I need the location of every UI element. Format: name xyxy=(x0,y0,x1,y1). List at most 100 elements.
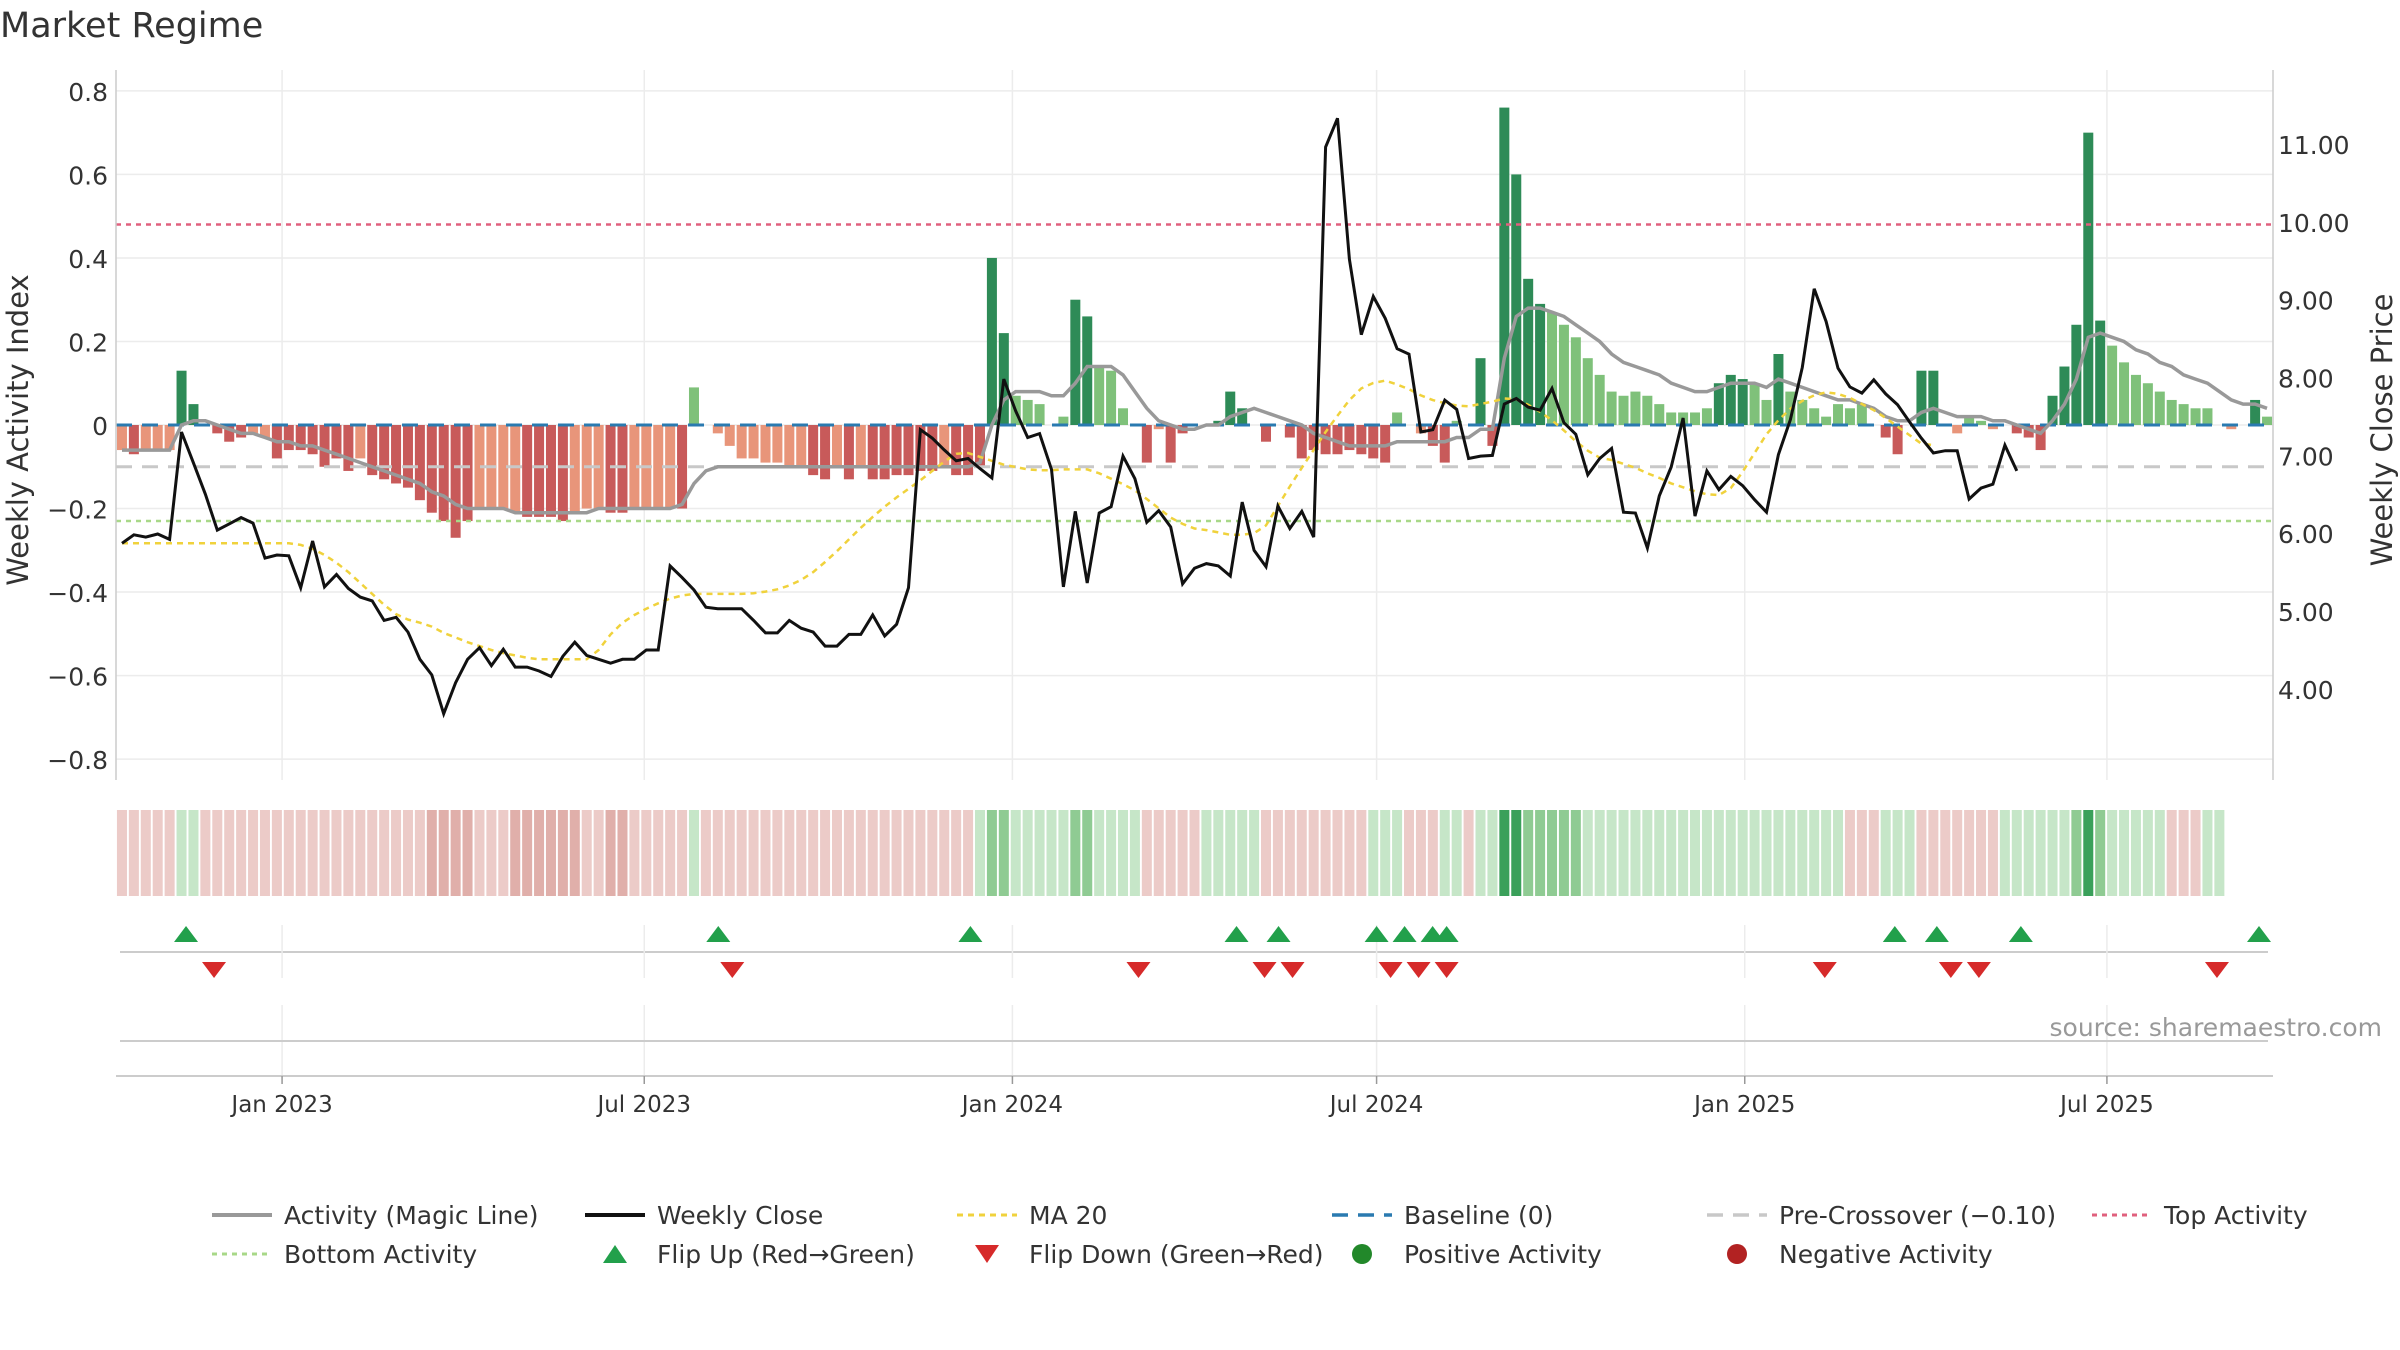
flip-up-marker xyxy=(1882,926,1907,942)
flip-down-marker xyxy=(2204,962,2229,978)
activity-bar xyxy=(2178,404,2189,425)
activity-bar xyxy=(1153,425,1164,430)
regime-cell xyxy=(915,810,926,896)
y2-tick-label: 9.00 xyxy=(2278,287,2334,316)
regime-cell xyxy=(1213,810,1224,896)
activity-bar xyxy=(605,425,616,513)
regime-cell xyxy=(236,810,247,896)
regime-cell xyxy=(617,810,628,896)
y2-tick-label: 5.00 xyxy=(2278,598,2334,627)
axes: −0.8 −0.6 −0.4 −0.2 0 0.2 0.4 0.6 0.8 4.00 5.00 6.0… xyxy=(47,70,2350,780)
regime-cell xyxy=(772,810,783,896)
legend-item-negdot: Negative Activity xyxy=(1705,1239,1993,1269)
activity-bar xyxy=(2119,362,2130,425)
regime-cell xyxy=(498,810,509,896)
regime-cell xyxy=(355,810,366,896)
activity-bar xyxy=(569,425,580,513)
legend-swatch xyxy=(2090,1200,2154,1230)
weekly-close-line xyxy=(121,117,2019,719)
activity-bar xyxy=(236,425,247,438)
regime-cell xyxy=(1940,810,1951,896)
activity-bar xyxy=(1117,408,1129,425)
regime-cell xyxy=(1523,810,1534,896)
regime-cell xyxy=(1570,810,1581,896)
activity-bar xyxy=(1594,374,1605,425)
regime-cell xyxy=(1701,810,1712,896)
activity-bar xyxy=(939,425,950,467)
regime-cell xyxy=(1022,810,1033,896)
x-tick-label: Jan 2023 xyxy=(229,1092,332,1118)
x-tick-label: Jul 2023 xyxy=(595,1092,691,1118)
regime-cell xyxy=(712,810,723,896)
y-tick-label: 0.2 xyxy=(68,328,108,357)
activity-bar xyxy=(116,425,127,451)
regime-cell xyxy=(2095,810,2106,896)
activity-bar xyxy=(1165,425,1176,463)
regime-cell xyxy=(1749,810,1760,896)
flip-up-marker xyxy=(1392,926,1417,942)
activity-bar xyxy=(2154,391,2165,425)
y2-tick-label: 4.00 xyxy=(2278,676,2334,705)
activity-bar xyxy=(128,425,139,455)
activity-bar xyxy=(2226,425,2237,430)
activity-bar xyxy=(1737,379,1748,425)
activity-bar xyxy=(414,425,425,501)
flip-up-marker xyxy=(174,926,199,942)
activity-bar xyxy=(2166,399,2177,425)
regime-cell xyxy=(2071,810,2082,896)
regime-cell xyxy=(1010,810,1021,896)
flip-down-marker xyxy=(1252,962,1277,978)
flip-up-marker xyxy=(1434,926,1459,942)
activity-bar xyxy=(724,425,735,446)
regime-cell xyxy=(1404,810,1415,896)
activity-bar xyxy=(760,425,771,463)
regime-cell xyxy=(986,810,997,896)
x-tick-label: Jan 2024 xyxy=(960,1092,1063,1118)
x-tick-label: Jan 2025 xyxy=(1692,1092,1795,1118)
activity-bar xyxy=(843,425,854,480)
regime-cell xyxy=(1833,810,1844,896)
y2-tick-label: 6.00 xyxy=(2278,520,2334,549)
x-axis: Jan 2023 Jul 2023 Jan 2024 Jul 2024 Jan 2025… xyxy=(116,1040,2273,1118)
activity-bar xyxy=(1141,425,1152,463)
legend-label: Negative Activity xyxy=(1779,1239,1993,1269)
activity-bar xyxy=(1320,425,1331,455)
regime-cell xyxy=(748,810,759,896)
activity-bar xyxy=(1606,391,1617,425)
activity-bar xyxy=(736,425,747,459)
regime-cell xyxy=(1487,810,1498,896)
legend-swatch xyxy=(955,1239,1019,1269)
activity-bar xyxy=(2095,320,2106,425)
regime-cell xyxy=(1606,810,1617,896)
activity-bar xyxy=(1296,425,1307,459)
regime-cell xyxy=(1368,810,1379,896)
regime-cell xyxy=(1976,810,1987,896)
legend-label: Bottom Activity xyxy=(284,1239,478,1269)
activity-bar xyxy=(557,425,568,522)
chart-title: Market Regime xyxy=(0,6,264,46)
activity-bar xyxy=(307,425,318,455)
regime-cell xyxy=(1844,810,1855,896)
regime-cell xyxy=(224,810,235,896)
regime-cell xyxy=(259,810,270,896)
activity-bar xyxy=(1713,383,1724,425)
activity-bar xyxy=(379,425,390,480)
regime-cell xyxy=(307,810,318,896)
regime-cell xyxy=(2011,810,2022,896)
regime-cell xyxy=(414,810,425,896)
regime-cell xyxy=(2214,810,2225,896)
regime-cell xyxy=(1415,810,1426,896)
x-tick-label: Jul 2024 xyxy=(1328,1092,1424,1118)
y-tick-label: −0.2 xyxy=(47,496,108,525)
regime-cell xyxy=(1987,810,1998,896)
y-tick-label: −0.6 xyxy=(47,663,108,692)
y-tick-label: 0.8 xyxy=(68,78,108,107)
flip-markers xyxy=(120,925,2271,1078)
regime-cell xyxy=(1666,810,1677,896)
activity-bar xyxy=(1844,408,1855,425)
regime-cell xyxy=(1260,810,1272,896)
legend-item-ma20: MA 20 xyxy=(955,1200,1107,1230)
activity-bar xyxy=(1976,420,1987,425)
regime-cell xyxy=(1249,810,1260,896)
regime-cell xyxy=(1427,810,1438,896)
